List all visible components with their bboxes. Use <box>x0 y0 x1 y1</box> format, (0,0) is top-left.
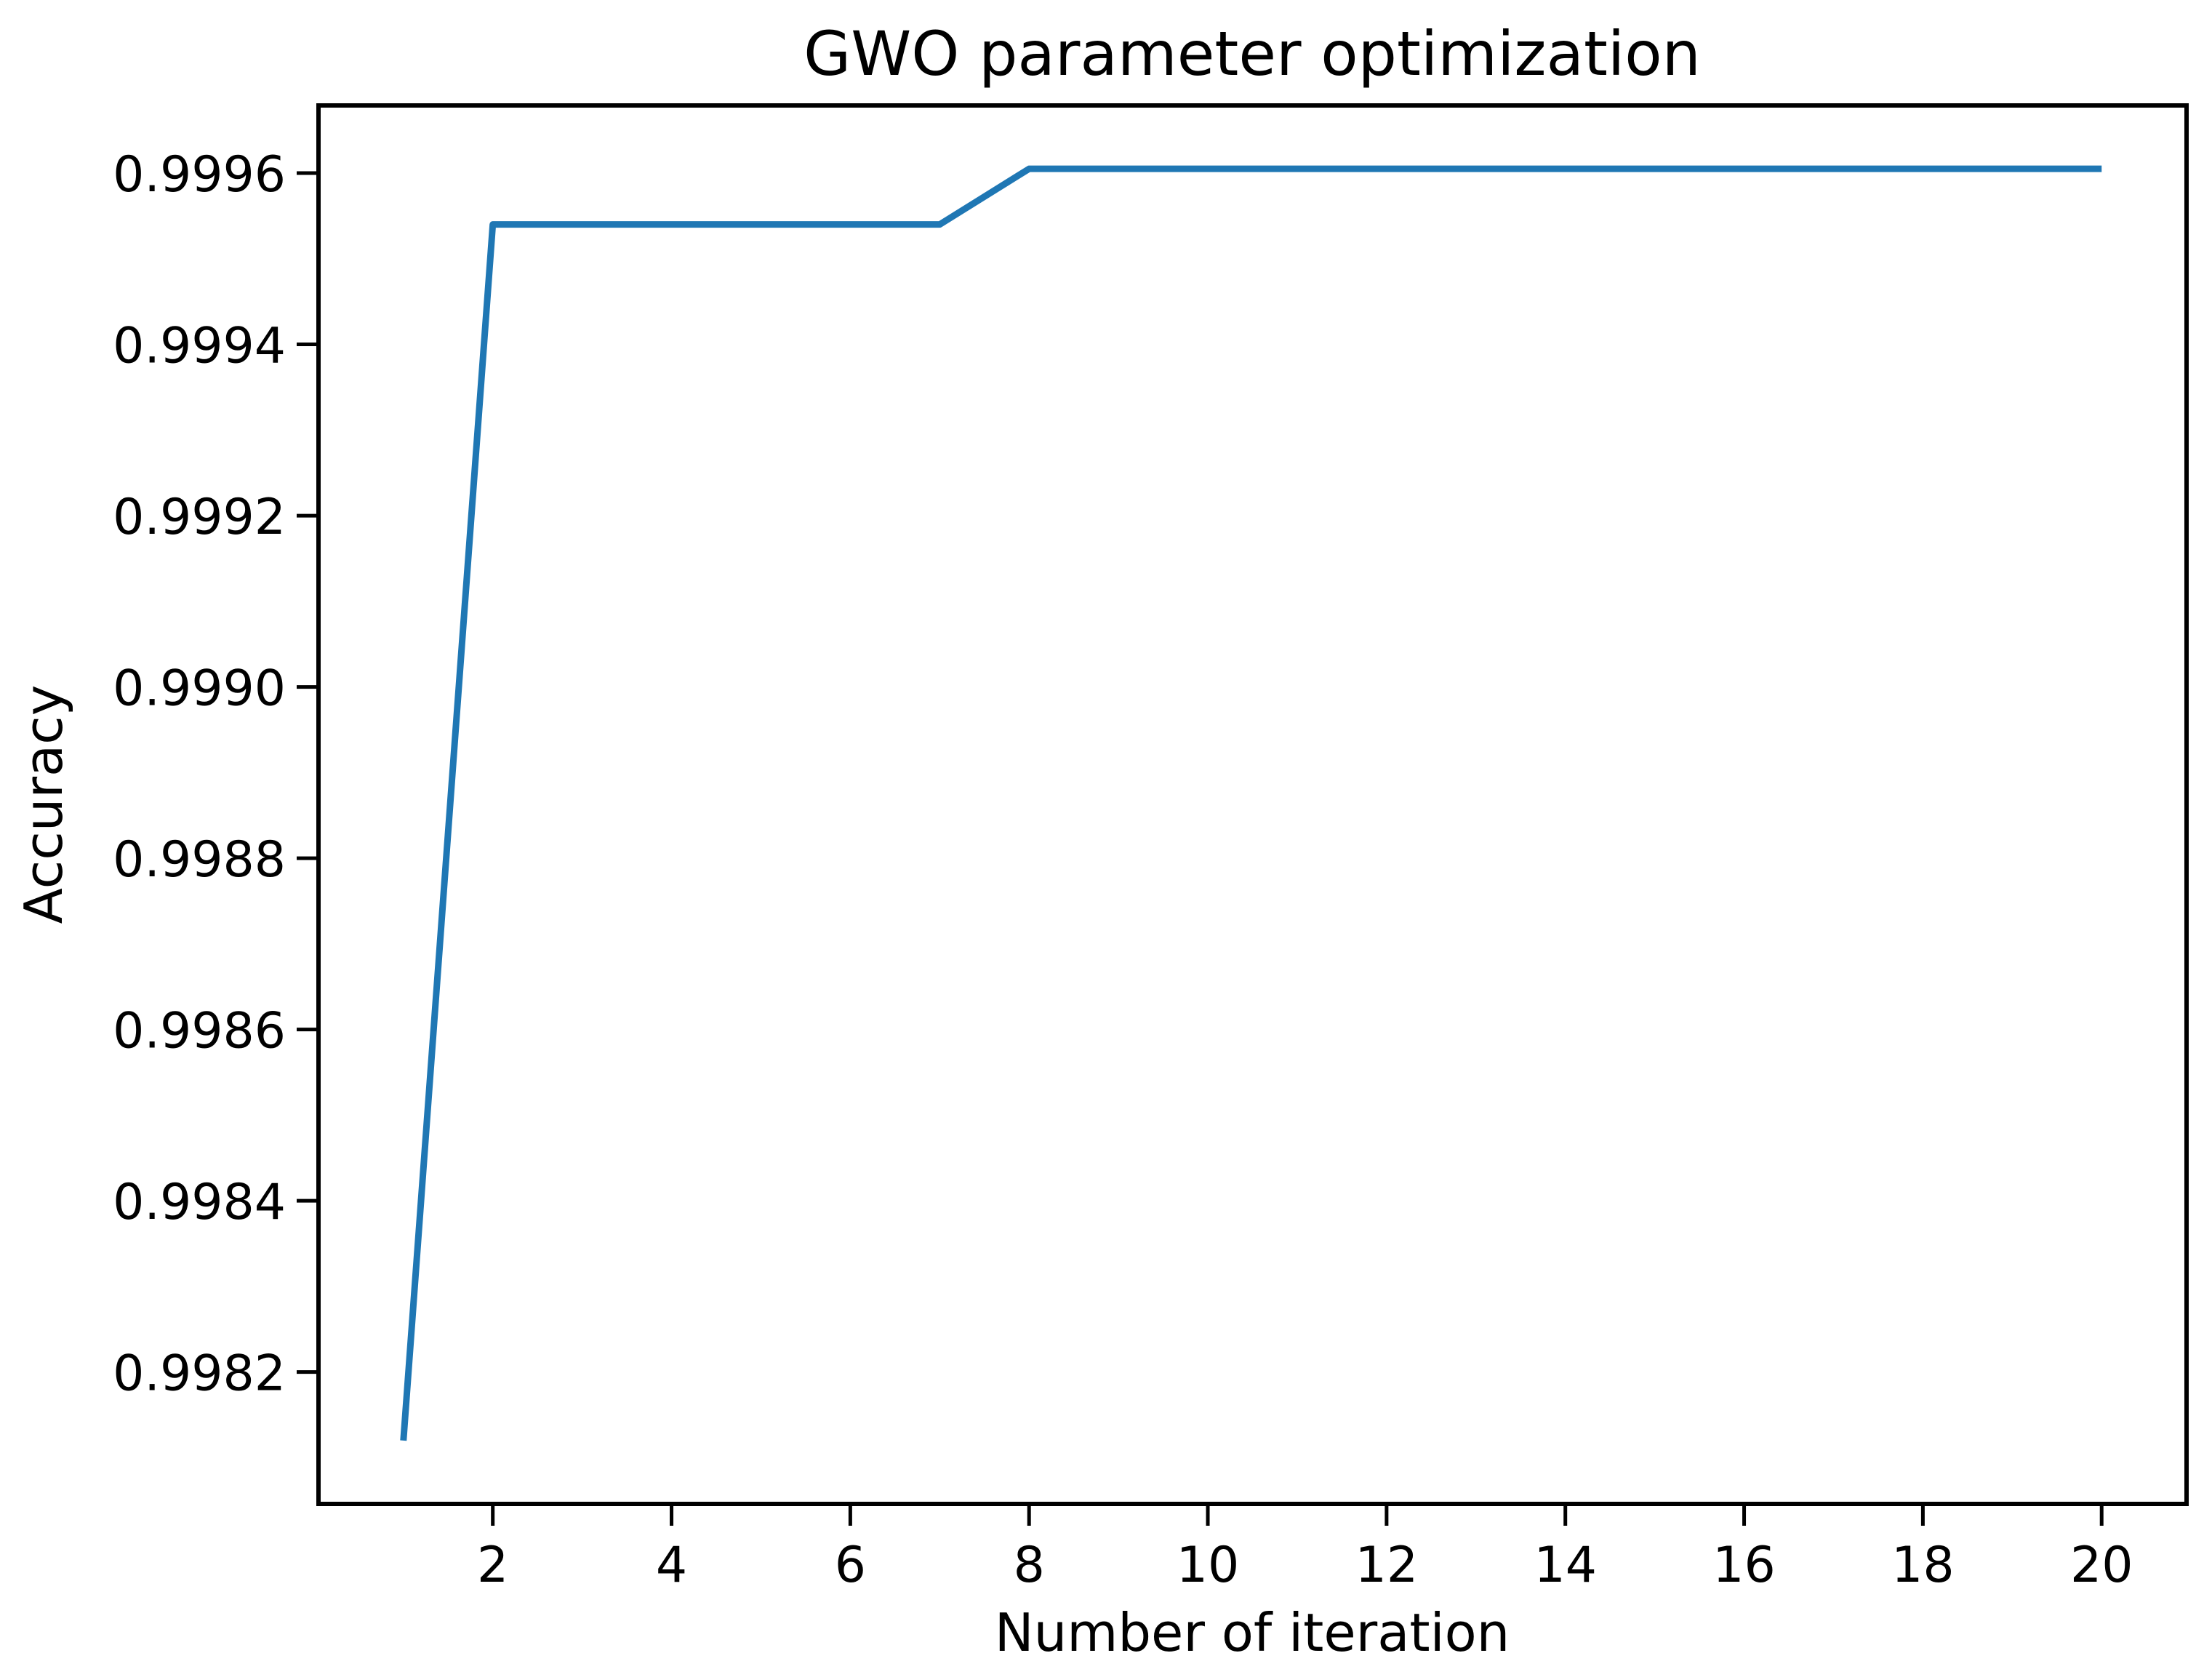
x-axis-ticks: 2 4 6 8 10 12 14 16 18 20 <box>477 1504 2133 1594</box>
y-tick-label: 0.9982 <box>113 1345 286 1403</box>
y-tick-label: 0.9984 <box>113 1174 286 1231</box>
y-tick-label: 0.9994 <box>113 318 286 375</box>
chart-title: GWO parameter optimization <box>804 18 1701 89</box>
y-tick-label: 0.9996 <box>113 146 286 204</box>
x-tick-label: 16 <box>1712 1537 1776 1594</box>
x-tick-label: 6 <box>835 1537 866 1594</box>
x-tick-label: 2 <box>477 1537 508 1594</box>
plot-border <box>316 103 2189 1506</box>
y-tick-label: 0.9986 <box>113 1003 286 1060</box>
y-tick-label: 0.9990 <box>113 660 286 718</box>
x-tick-label: 20 <box>2070 1537 2133 1594</box>
y-tick-label: 0.9992 <box>113 489 286 546</box>
x-axis-label: Number of iteration <box>995 1602 1510 1663</box>
x-tick-label: 8 <box>1014 1537 1045 1594</box>
y-axis-ticks: 0.9982 0.9984 0.9986 0.9988 0.9990 0.9992 0.99… <box>113 146 318 1403</box>
x-tick-label: 14 <box>1534 1537 1597 1594</box>
y-axis-label: Accuracy <box>13 685 74 924</box>
x-tick-label: 12 <box>1355 1537 1419 1594</box>
x-tick-label: 4 <box>656 1537 687 1594</box>
accuracy-line <box>400 165 2102 1441</box>
y-tick-label: 0.9988 <box>113 831 286 889</box>
x-tick-label: 10 <box>1177 1537 1240 1594</box>
x-tick-label: 18 <box>1891 1537 1955 1594</box>
